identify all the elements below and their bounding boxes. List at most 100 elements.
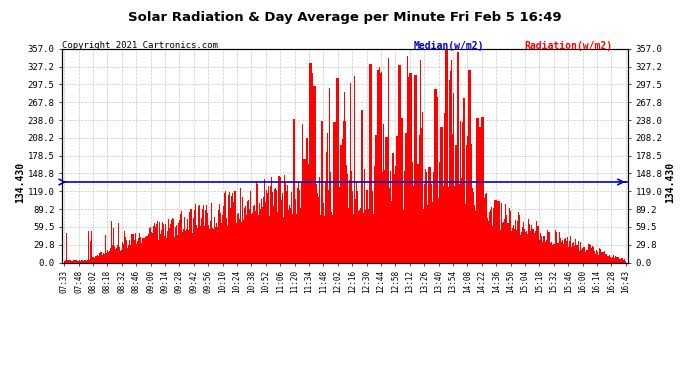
Bar [485,194,486,262]
Bar [298,182,299,262]
Bar [424,184,425,262]
Bar [613,255,614,262]
Bar [426,172,427,262]
Bar [384,170,385,262]
Bar [119,247,120,262]
Bar [307,138,308,262]
Bar [572,243,573,262]
Bar [583,247,584,262]
Bar [337,78,338,262]
Bar [552,245,553,262]
Bar [400,66,402,262]
Bar [477,118,478,262]
Bar [250,191,251,262]
Bar [580,242,582,262]
Bar [305,159,306,262]
Bar [498,201,500,262]
Bar [222,216,224,262]
Bar [304,159,305,262]
Bar [517,221,518,262]
Bar [201,209,203,262]
Bar [118,223,119,262]
Bar [275,188,277,262]
Bar [558,243,559,262]
Bar [263,197,264,262]
Bar [546,230,548,262]
Bar [150,232,152,262]
Bar [402,117,404,262]
Bar [557,243,558,262]
Bar [431,184,432,262]
Bar [573,242,574,262]
Bar [523,222,524,262]
Bar [411,162,413,262]
Bar [386,137,387,262]
Bar [342,139,343,262]
Bar [398,66,400,262]
Bar [320,215,322,262]
Bar [472,188,473,262]
Bar [300,207,301,262]
Bar [542,242,544,262]
Bar [224,193,226,262]
Bar [99,253,101,262]
Bar [496,200,497,262]
Bar [190,210,192,262]
Bar [241,196,243,262]
Bar [483,117,484,262]
Bar [75,260,76,262]
Bar [73,260,74,262]
Bar [422,112,423,262]
Bar [374,165,375,262]
Bar [284,183,286,262]
Bar [244,208,245,262]
Bar [179,220,180,262]
Bar [565,238,566,262]
Bar [297,188,298,262]
Bar [97,255,99,262]
Bar [144,238,146,262]
Bar [343,122,344,262]
Bar [137,241,138,262]
Bar [116,248,117,262]
Bar [394,174,395,262]
Bar [262,207,263,262]
Bar [141,243,142,262]
Bar [440,127,441,262]
Bar [214,217,215,262]
Bar [258,215,259,262]
Bar [166,238,167,262]
Bar [219,204,220,262]
Bar [476,118,477,262]
Bar [333,122,334,262]
Bar [87,260,88,262]
Bar [148,228,150,262]
Bar [317,193,318,262]
Text: Radiation(w/m2): Radiation(w/m2) [524,41,613,51]
Bar [313,86,315,262]
Bar [284,175,285,262]
Bar [80,261,81,262]
Bar [63,261,65,262]
Bar [77,261,78,262]
Bar [598,255,599,262]
Bar [574,246,575,262]
Bar [576,245,578,262]
Bar [451,60,453,262]
Bar [423,209,424,262]
Bar [269,216,270,262]
Bar [381,72,382,262]
Bar [211,203,212,262]
Bar [406,133,407,262]
Bar [330,172,331,262]
Bar [578,240,580,262]
Bar [389,188,390,262]
Bar [471,144,472,262]
Bar [455,146,457,262]
Bar [470,70,471,262]
Bar [205,210,206,262]
Bar [158,240,159,262]
Bar [377,70,379,262]
Bar [181,211,182,262]
Bar [419,135,420,262]
